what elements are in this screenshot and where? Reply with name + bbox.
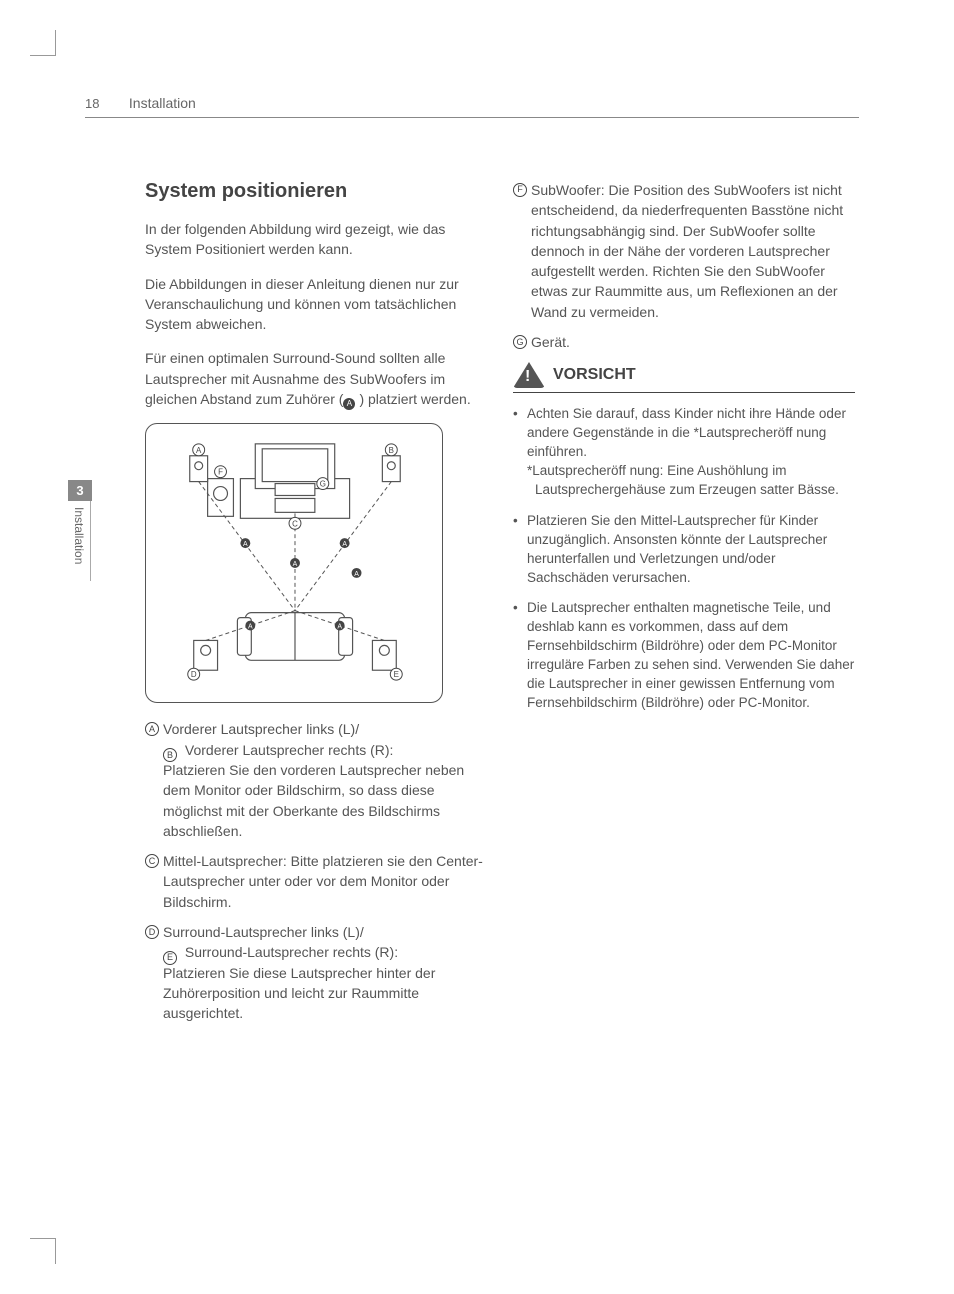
item-g: G Gerät. bbox=[513, 332, 855, 352]
intro-para-1: In der folgenden Abbildung wird gezeigt,… bbox=[145, 219, 487, 260]
warning-triangle-icon bbox=[513, 362, 545, 388]
section-heading: System positionieren bbox=[145, 180, 487, 203]
svg-text:A: A bbox=[196, 446, 202, 455]
svg-text:A: A bbox=[354, 571, 359, 578]
letter-a-icon: A bbox=[145, 722, 159, 736]
content-columns: System positionieren In der folgenden Ab… bbox=[145, 180, 855, 1034]
intro-para-3-tail: ) platziert werden. bbox=[359, 391, 470, 407]
side-tab-label: Installation bbox=[68, 501, 91, 581]
item-d: D Surround-Lautsprecher links (L)/ E Sur… bbox=[145, 922, 487, 1023]
svg-text:A: A bbox=[248, 624, 253, 631]
listener-marker-icon: A bbox=[343, 398, 355, 410]
item-f: F SubWoofer: Die Position des SubWoofers… bbox=[513, 180, 855, 322]
side-tab: 3 Installation bbox=[68, 480, 92, 581]
letter-f-icon: F bbox=[513, 183, 527, 197]
item-f-body: SubWoofer: Die Position des SubWoofers i… bbox=[531, 180, 855, 322]
svg-text:G: G bbox=[320, 480, 326, 489]
caution-title: VORSICHT bbox=[553, 366, 636, 384]
svg-text:E: E bbox=[394, 671, 399, 680]
page-header: 18 Installation bbox=[85, 95, 859, 118]
svg-text:B: B bbox=[389, 446, 394, 455]
letter-e-icon: E bbox=[163, 951, 177, 965]
svg-text:D: D bbox=[191, 671, 197, 680]
item-e-lead: Surround-Lautsprecher rechts (R): bbox=[181, 944, 398, 960]
item-d-body: Surround-Lautsprecher links (L)/ E Surro… bbox=[163, 922, 487, 1023]
svg-text:A: A bbox=[337, 624, 342, 631]
item-b-lead: Vorderer Lautsprecher rechts (R): bbox=[181, 742, 393, 758]
side-tab-number: 3 bbox=[68, 480, 92, 501]
item-a: A Vorderer Lautsprecher links (L)/ B Vor… bbox=[145, 719, 487, 841]
caution-item-1: Achten Sie darauf, dass Kinder nicht ihr… bbox=[513, 405, 855, 499]
svg-text:A: A bbox=[342, 541, 347, 548]
caution-box: VORSICHT Achten Sie darauf, dass Kinder … bbox=[513, 362, 855, 712]
letter-b-icon: B bbox=[163, 748, 177, 762]
item-g-text: Gerät. bbox=[531, 334, 570, 350]
crop-mark-tl bbox=[30, 30, 56, 56]
svg-text:A: A bbox=[243, 541, 248, 548]
intro-para-2: Die Abbildungen in dieser Anleitung dien… bbox=[145, 274, 487, 335]
item-c-body: Mittel-Lautsprecher: Bitte platzieren si… bbox=[163, 851, 487, 912]
item-a-body: Vorderer Lautsprecher links (L)/ B Vorde… bbox=[163, 719, 487, 841]
item-d-lead: Surround-Lautsprecher links (L)/ bbox=[163, 924, 364, 940]
item-c: C Mittel-Lautsprecher: Bitte platzieren … bbox=[145, 851, 487, 912]
item-a-text: Platzieren Sie den vorderen Lautsprecher… bbox=[163, 762, 464, 839]
svg-text:F: F bbox=[218, 468, 223, 477]
item-g-body: Gerät. bbox=[531, 332, 855, 352]
letter-g-icon: G bbox=[513, 335, 527, 349]
svg-text:C: C bbox=[292, 520, 298, 529]
item-f-text: SubWoofer: Die Position des SubWoofers i… bbox=[531, 182, 843, 320]
svg-text:A: A bbox=[293, 561, 298, 568]
caution-header: VORSICHT bbox=[513, 362, 855, 393]
item-a-lead: Vorderer Lautsprecher links (L)/ bbox=[163, 721, 359, 737]
caution-item-2: Platzieren Sie den Mittel-Lautsprecher f… bbox=[513, 512, 855, 588]
right-column: F SubWoofer: Die Position des SubWoofers… bbox=[513, 180, 855, 1034]
caution-3-main: Die Lautsprecher enthalten magnetische T… bbox=[527, 600, 854, 709]
letter-c-icon: C bbox=[145, 854, 159, 868]
caution-1-main: Achten Sie darauf, dass Kinder nicht ihr… bbox=[527, 406, 846, 459]
letter-d-icon: D bbox=[145, 925, 159, 939]
item-c-text: Mittel-Lautsprecher: Bitte platzieren si… bbox=[163, 853, 483, 910]
caution-1-sub: *Lautsprecheröff nung: Eine Aushöhlung i… bbox=[527, 462, 855, 500]
page-number: 18 bbox=[85, 96, 125, 111]
item-d-text: Platzieren Sie diese Lautsprecher hinter… bbox=[163, 965, 435, 1022]
left-column: System positionieren In der folgenden Ab… bbox=[145, 180, 487, 1034]
page-section: Installation bbox=[129, 95, 196, 111]
speaker-layout-diagram: A B C D E F G A A A A A A bbox=[145, 423, 443, 703]
caution-item-3: Die Lautsprecher enthalten magnetische T… bbox=[513, 599, 855, 712]
crop-mark-bl bbox=[30, 1238, 56, 1264]
intro-para-3: Für einen optimalen Surround-Sound sollt… bbox=[145, 348, 487, 409]
caution-list: Achten Sie darauf, dass Kinder nicht ihr… bbox=[513, 405, 855, 712]
